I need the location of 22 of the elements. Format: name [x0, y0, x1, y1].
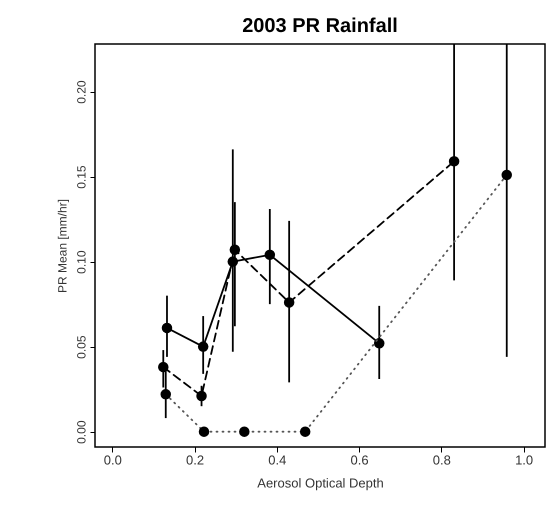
- y-tick-label: 0.05: [74, 335, 88, 359]
- y-tick-label: 0.10: [74, 250, 88, 274]
- x-tick-label: 0.6: [350, 452, 369, 468]
- y-tick-label: 0.15: [74, 165, 88, 189]
- x-tick-label: 0.0: [104, 452, 122, 468]
- x-tick-label: 1.0: [515, 452, 534, 468]
- point: [196, 390, 207, 402]
- point: [374, 338, 384, 349]
- y-tick-label: 0.20: [74, 80, 88, 104]
- chart-title: 2003 PR Rainfall: [242, 15, 398, 37]
- point: [230, 244, 240, 255]
- point: [162, 322, 172, 334]
- point: [284, 297, 294, 308]
- y-axis-title: PR Mean [mm/hr]: [56, 198, 70, 294]
- point: [264, 250, 276, 260]
- x-axis-title: Aerosol Optical Depth: [257, 476, 384, 490]
- y-tick-label: 0.00: [74, 420, 88, 444]
- point: [198, 341, 208, 352]
- x-tick-label: 0.2: [186, 452, 204, 468]
- x-tick-label: 0.8: [432, 452, 451, 468]
- x-tick-label: 0.4: [268, 452, 286, 468]
- point: [448, 156, 460, 167]
